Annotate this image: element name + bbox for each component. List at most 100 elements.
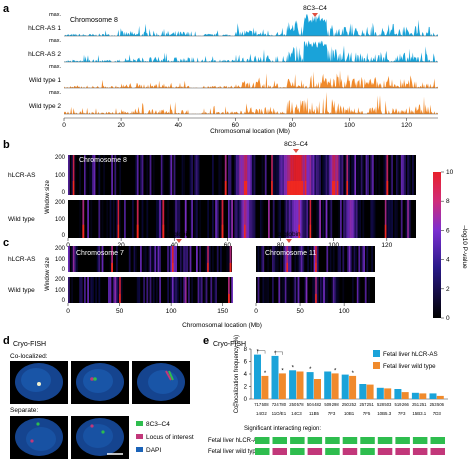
heatmap-column (152, 246, 155, 272)
heatmap-column (281, 277, 284, 303)
heatmap-column (79, 277, 81, 303)
heatmap-column (109, 246, 112, 272)
heatmap-hotspot (309, 224, 312, 238)
panel-e-letter: e (203, 335, 209, 347)
heatmap-hotspot (244, 181, 246, 195)
heatmap-column (184, 277, 187, 303)
heatmap-column (326, 246, 329, 272)
heatmap-column (288, 200, 291, 238)
heatmap-column (272, 155, 275, 195)
region-box (290, 448, 305, 455)
heatmap-column (313, 246, 316, 272)
panel-b-y-label: Window size (45, 180, 51, 214)
heatmap-column (215, 200, 217, 238)
heatmap-column (136, 200, 139, 238)
category-label: 11O/E1 (272, 411, 287, 416)
x-tick-label: 50 (116, 308, 124, 315)
heatmap-column (199, 277, 201, 303)
heatmap-column (71, 277, 73, 303)
heatmap-column (229, 200, 232, 238)
heatmap-column (288, 246, 290, 272)
heatmap-column (357, 200, 360, 238)
heatmap-column (146, 200, 149, 238)
heatmap-column (261, 155, 264, 195)
legend-swatch-dapi (136, 447, 143, 452)
heatmap-column (74, 155, 77, 195)
legend-swatch (373, 350, 380, 357)
heatmap-column (324, 155, 326, 195)
panel-a-peak-label: 8C3–C4 (303, 5, 327, 12)
y-tick-label: 0 (62, 298, 66, 304)
heatmap-column (108, 277, 110, 303)
significance-star: * (264, 371, 267, 377)
heatmap-column (295, 200, 297, 238)
heatmap-column (301, 155, 304, 195)
heatmap-column (90, 277, 93, 303)
heatmap-column (184, 200, 187, 238)
y-tick-label: 100 (55, 257, 66, 263)
heatmap-column (333, 155, 336, 195)
heatmap-column (375, 155, 377, 195)
category-label: 15B3.1 (412, 411, 426, 416)
colorbar-tick-label: 6 (446, 227, 450, 234)
heatmap-column (205, 246, 208, 272)
heatmap-column (231, 277, 233, 303)
heatmap-column (124, 200, 126, 238)
heatmap-column (207, 200, 209, 238)
heatmap-column (262, 277, 265, 303)
region-box (255, 448, 270, 455)
heatmap-column (286, 277, 289, 303)
legend-label: Fetal liver wild type (383, 363, 436, 370)
micrograph-colocalized-1 (10, 361, 68, 404)
signal-track-2 (64, 40, 438, 62)
heatmap-column (71, 155, 73, 195)
heatmap-column (218, 155, 221, 195)
panel-a: a Chromosome 8 8C3–C4 max. hLCR-AS 1 max. h… (3, 3, 438, 135)
heatmap-column (157, 200, 160, 238)
heatmap-hotspot (333, 181, 336, 195)
heatmap-column (228, 246, 230, 272)
heatmap-column (350, 246, 353, 272)
heatmap-column (160, 200, 163, 238)
heatmap-column (335, 155, 337, 195)
alpha-globin-marker (286, 239, 292, 243)
region-box (272, 448, 287, 455)
heatmap-column (271, 155, 273, 195)
heatmap-column (226, 246, 229, 272)
n-value: 250 (342, 402, 350, 407)
signal-track-1 (64, 14, 438, 36)
heatmap-column (170, 246, 173, 272)
heatmap-column (400, 200, 403, 238)
heatmap-column (383, 155, 385, 195)
heatmap-column (228, 277, 230, 303)
heatmap-column (330, 200, 333, 238)
heatmap-column (394, 200, 397, 238)
heatmap-column (76, 246, 78, 272)
heatmap-column (242, 155, 245, 195)
heatmap-column (354, 200, 357, 238)
heatmap-column (325, 155, 328, 195)
n-value: 578 (297, 402, 305, 407)
heatmap-column (366, 246, 369, 272)
heatmap-column (248, 200, 251, 238)
heatmap-hotspot (304, 181, 307, 195)
heatmap-column (116, 200, 118, 238)
heatmap-column (362, 200, 365, 238)
n-value: 266 (402, 402, 410, 407)
bar (359, 384, 367, 399)
heatmap-column (117, 277, 120, 303)
region-box (377, 448, 393, 455)
heatmap-column (279, 155, 281, 195)
heatmap-column (117, 200, 120, 238)
heatmap-column (316, 246, 319, 272)
heatmap-column (194, 200, 197, 238)
category-label: 14O2 (256, 411, 267, 416)
heatmap-column (106, 200, 109, 238)
heatmap-column (297, 246, 300, 272)
n-prefix: n = (233, 402, 240, 407)
bar (296, 371, 304, 399)
heatmap-hotspot (301, 181, 304, 195)
track-label: hLCR-AS 2 (28, 51, 61, 58)
panel-d: d Cryo-FISH Co-localized: Separate: (3, 335, 194, 459)
heatmap-column (338, 155, 341, 195)
